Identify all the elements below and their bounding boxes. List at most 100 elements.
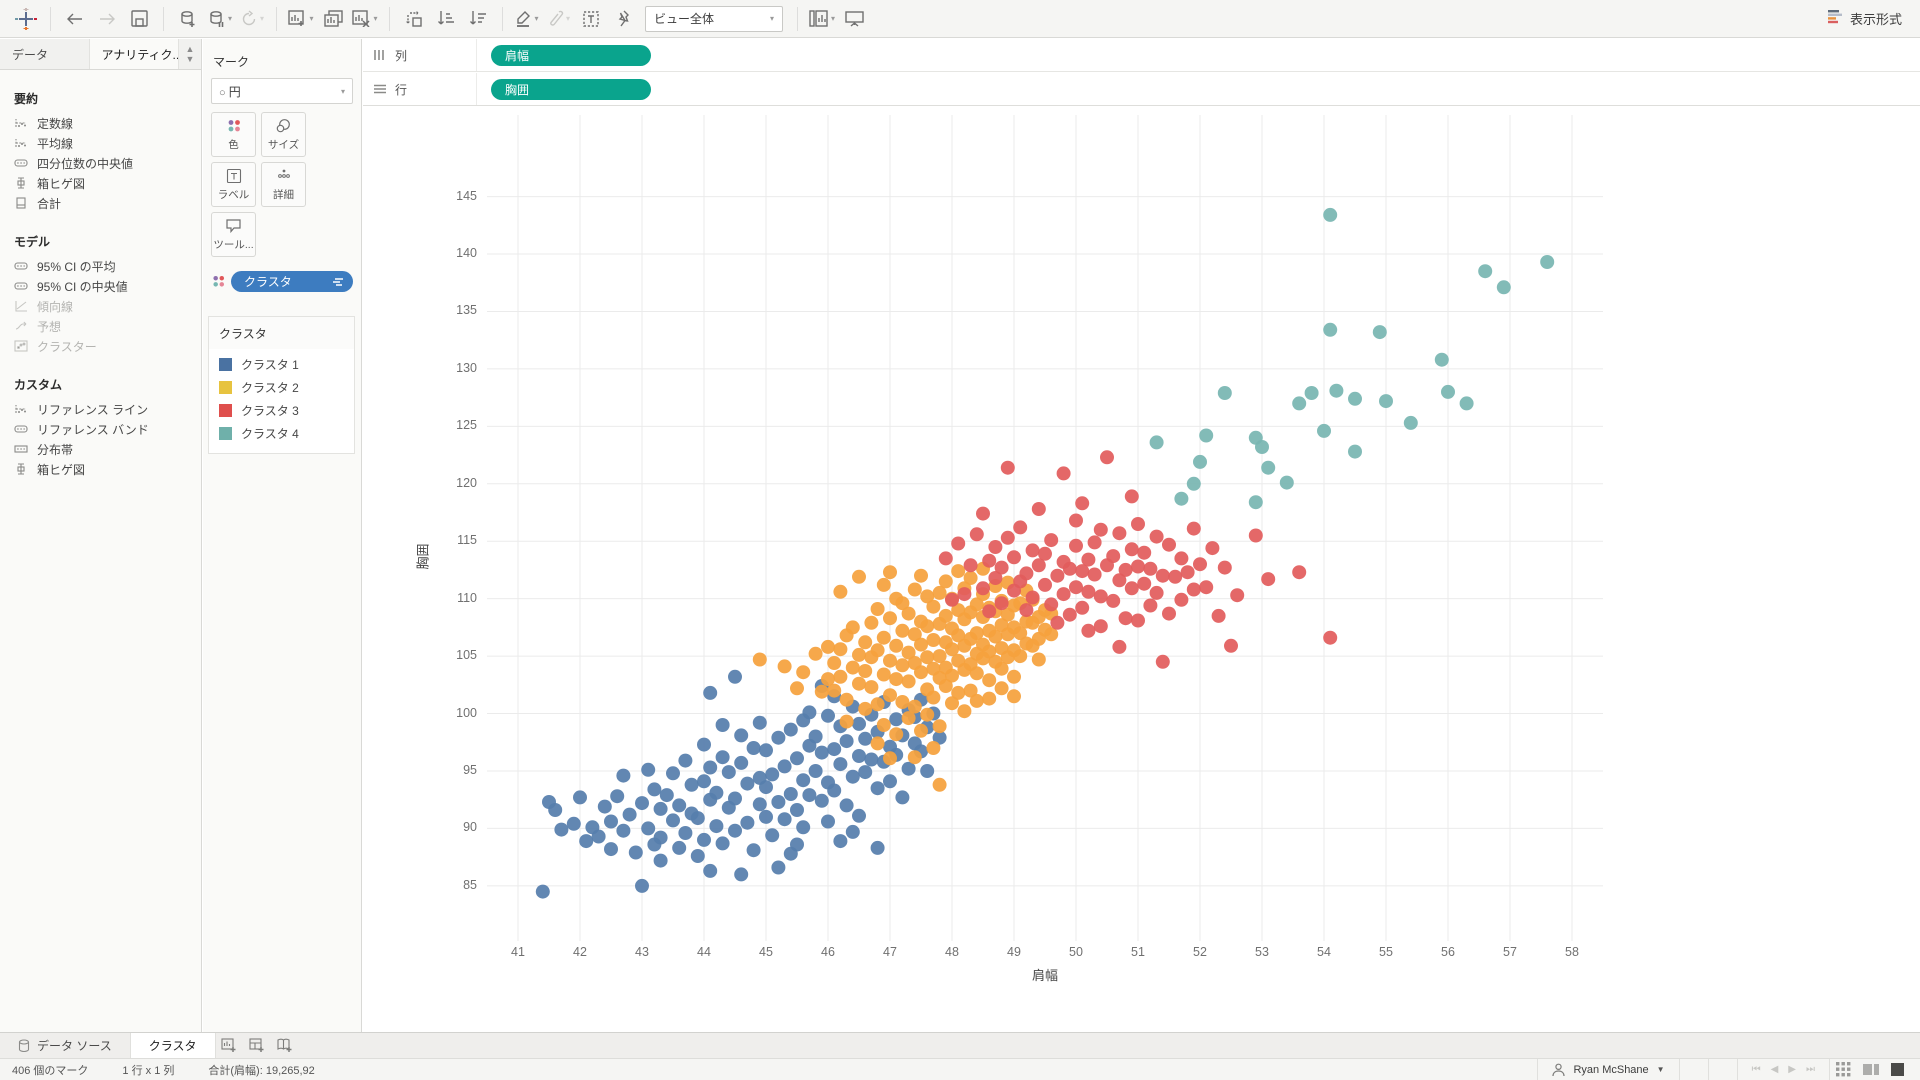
duplicate-sheet-button[interactable] — [319, 4, 347, 34]
redo-button[interactable] — [93, 4, 121, 34]
mark-circle[interactable] — [852, 716, 866, 731]
mark-circle[interactable] — [1019, 603, 1034, 618]
mark-circle[interactable] — [1050, 568, 1065, 583]
mark-circle[interactable] — [858, 664, 873, 678]
mark-circle[interactable] — [796, 665, 811, 680]
show-mark-labels-button[interactable] — [577, 4, 605, 34]
mark-circle[interactable] — [920, 707, 935, 722]
mark-circle[interactable] — [821, 639, 835, 654]
mark-circle[interactable] — [951, 685, 966, 700]
tooltip-button[interactable]: ツール... — [211, 212, 256, 257]
mark-circle[interactable] — [852, 808, 866, 823]
mark-circle[interactable] — [1069, 538, 1083, 553]
mark-circle[interactable] — [1211, 608, 1226, 623]
mark-circle[interactable] — [715, 836, 730, 851]
mark-circle[interactable] — [1304, 386, 1319, 400]
mark-circle[interactable] — [876, 577, 891, 592]
mark-circle[interactable] — [938, 679, 953, 693]
mark-circle[interactable] — [678, 826, 693, 840]
mark-circle[interactable] — [1155, 654, 1170, 669]
mark-circle[interactable] — [790, 681, 804, 696]
sheet-view-icon[interactable] — [1891, 1063, 1904, 1076]
mark-circle[interactable] — [1540, 255, 1555, 269]
mark-circle[interactable] — [1149, 435, 1164, 450]
mark-circle[interactable] — [945, 668, 959, 683]
mark-circle[interactable] — [752, 797, 767, 812]
mark-circle[interactable] — [821, 708, 835, 723]
swap-rows-columns-button[interactable] — [400, 4, 428, 34]
mark-circle[interactable] — [926, 741, 941, 755]
mark-circle[interactable] — [932, 730, 947, 745]
mark-circle[interactable] — [852, 749, 866, 763]
mark-circle[interactable] — [901, 711, 916, 726]
mark-circle[interactable] — [616, 823, 631, 838]
mark-circle[interactable] — [697, 774, 711, 789]
mark-circle[interactable] — [945, 642, 959, 657]
mark-circle[interactable] — [951, 564, 966, 579]
show-me-button[interactable]: 表示形式 — [1827, 9, 1910, 28]
mark-circle[interactable] — [802, 788, 817, 803]
label-button[interactable]: ラベル — [211, 162, 256, 207]
mark-circle[interactable] — [1081, 552, 1096, 567]
mark-circle[interactable] — [889, 727, 904, 742]
mark-circle[interactable] — [864, 615, 879, 630]
analytics-item[interactable]: 分布帯 — [0, 439, 201, 459]
new-worksheet-tab-button[interactable] — [216, 1033, 244, 1058]
mark-circle[interactable] — [721, 765, 736, 780]
mark-circle[interactable] — [969, 693, 984, 708]
mark-circle[interactable] — [771, 795, 786, 809]
mark-circle[interactable] — [957, 587, 972, 602]
mark-circle[interactable] — [827, 656, 842, 670]
mark-circle[interactable] — [876, 718, 891, 732]
mark-circle[interactable] — [833, 642, 848, 657]
mark-circle[interactable] — [1230, 588, 1245, 603]
next-sheet-icon[interactable]: ▶ — [1788, 1064, 1796, 1075]
mark-circle[interactable] — [982, 553, 997, 568]
user-account-dropdown[interactable]: Ryan McShane ▼ — [1538, 1059, 1678, 1080]
mark-circle[interactable] — [895, 623, 910, 638]
mark-circle[interactable] — [653, 801, 668, 816]
mark-circle[interactable] — [883, 565, 897, 580]
mark-circle[interactable] — [864, 752, 879, 767]
format-button[interactable]: ▾ — [545, 4, 573, 34]
mark-circle[interactable] — [907, 699, 922, 714]
mark-circle[interactable] — [1124, 542, 1139, 557]
mark-circle[interactable] — [914, 665, 928, 680]
mark-type-dropdown[interactable]: ○ 円 ▾ — [211, 78, 353, 104]
mark-circle[interactable] — [889, 712, 904, 727]
mark-circle[interactable] — [852, 569, 866, 584]
mark-circle[interactable] — [1069, 513, 1083, 528]
mark-circle[interactable] — [932, 777, 947, 792]
mark-circle[interactable] — [1174, 551, 1189, 566]
pause-updates-button[interactable]: ▾ — [206, 4, 234, 34]
save-button[interactable] — [125, 4, 153, 34]
mark-circle[interactable] — [982, 673, 997, 688]
mark-circle[interactable] — [1087, 535, 1102, 550]
detail-button[interactable]: 詳細 — [261, 162, 306, 207]
mark-circle[interactable] — [1093, 619, 1108, 634]
mark-circle[interactable] — [938, 551, 953, 566]
mark-circle[interactable] — [771, 860, 786, 875]
last-sheet-icon[interactable]: ⏭ — [1806, 1064, 1815, 1075]
mark-circle[interactable] — [746, 741, 761, 755]
mark-circle[interactable] — [1478, 264, 1493, 279]
mark-circle[interactable] — [1403, 415, 1418, 430]
mark-circle[interactable] — [1062, 607, 1077, 622]
mark-circle[interactable] — [1106, 593, 1121, 608]
mark-circle[interactable] — [839, 798, 854, 813]
mark-circle[interactable] — [728, 823, 742, 838]
legend-item[interactable]: クラスタ 3 — [209, 399, 354, 422]
mark-circle[interactable] — [1007, 669, 1021, 684]
sort-ascending-button[interactable] — [432, 4, 460, 34]
analytics-item[interactable]: 合計 — [0, 193, 201, 213]
mark-circle[interactable] — [827, 783, 842, 798]
mark-circle[interactable] — [932, 719, 947, 734]
mark-circle[interactable] — [1056, 587, 1071, 602]
mark-circle[interactable] — [833, 669, 848, 684]
mark-circle[interactable] — [845, 620, 860, 635]
mark-circle[interactable] — [839, 734, 854, 749]
mark-circle[interactable] — [858, 635, 873, 650]
analytics-item[interactable]: 95% CI の平均 — [0, 256, 201, 276]
mark-circle[interactable] — [969, 626, 984, 641]
mark-circle[interactable] — [1093, 522, 1108, 537]
